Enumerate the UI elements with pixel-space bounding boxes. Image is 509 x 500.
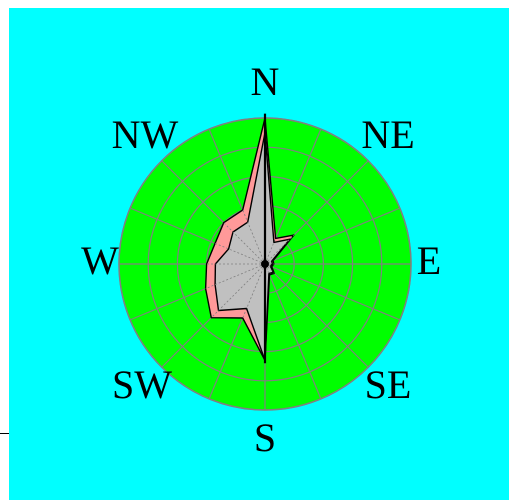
series-ray-2 (218, 263, 266, 311)
wind-rose-chart: N NE E SE S SW W NW (9, 8, 509, 500)
direction-label-nw: NW (112, 112, 179, 157)
direction-labels: N NE E SE S SW W NW (81, 59, 441, 460)
rose-spike (261, 113, 269, 364)
direction-label-w: W (81, 238, 119, 283)
series-ray-2 (246, 263, 266, 309)
series-ray-2 (247, 222, 266, 265)
left-edge-line (0, 433, 9, 434)
chart-panel: N NE E SE S SW W NW (9, 8, 509, 500)
grid-spoke (264, 263, 322, 400)
series-ray-2 (214, 263, 266, 286)
direction-label-se: SE (365, 362, 412, 407)
direction-label-e: E (417, 238, 441, 283)
direction-label-n: N (251, 59, 280, 104)
direction-label-sw: SW (112, 362, 172, 407)
grid-spoke (264, 263, 369, 368)
grid-spoke (264, 263, 401, 321)
series-ray-2 (264, 238, 291, 265)
center-point (261, 260, 269, 268)
series-ray-2 (232, 231, 266, 265)
direction-label-ne: NE (361, 112, 414, 157)
grid-spoke (264, 207, 401, 265)
series-ray-2 (228, 248, 266, 265)
direction-label-s: S (254, 415, 276, 460)
